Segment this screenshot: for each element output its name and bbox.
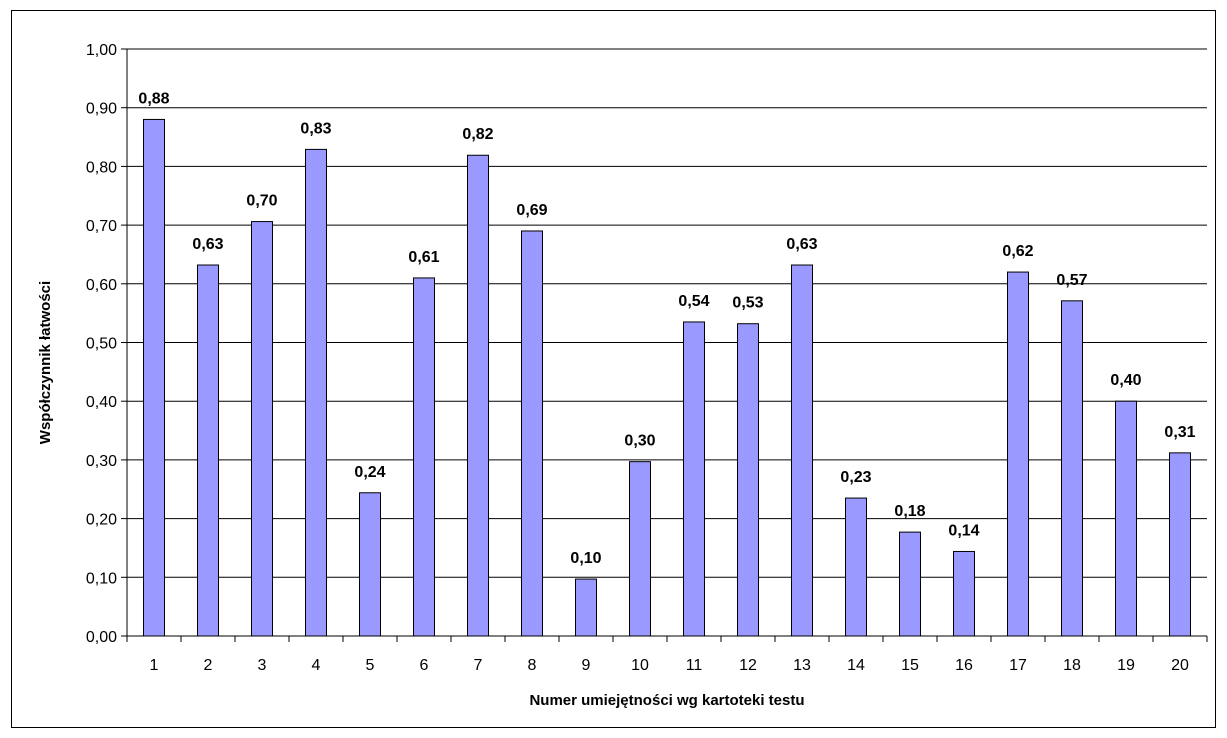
bar [791, 264, 813, 637]
bar [413, 277, 435, 637]
data-label: 0,63 [192, 236, 223, 253]
y-tick-label: 0,70 [86, 218, 117, 235]
bar [737, 323, 759, 637]
data-label: 0,53 [732, 295, 763, 312]
y-tick-label: 1,00 [86, 42, 117, 59]
axes [126, 49, 1208, 642]
y-tick-label: 0,60 [86, 277, 117, 294]
x-tick-label: 6 [420, 657, 429, 674]
y-tick-label: 0,20 [86, 512, 117, 529]
data-label: 0,70 [246, 193, 277, 210]
data-label: 0,40 [1110, 372, 1141, 389]
x-tick-label: 11 [686, 657, 703, 674]
bar [521, 230, 543, 637]
bar [575, 578, 597, 637]
data-label: 0,62 [1002, 243, 1033, 260]
bar [899, 531, 921, 637]
x-tick-label: 4 [312, 657, 321, 674]
y-tick-label: 0,80 [86, 159, 117, 176]
data-label: 0,54 [678, 293, 709, 310]
data-label: 0,61 [408, 249, 439, 266]
y-tick-label: 0,50 [86, 336, 117, 353]
bar [305, 148, 327, 637]
x-tick-label: 8 [528, 657, 537, 674]
y-tick-labels: 0,00 0,10 0,20 0,30 0,40 0,50 0,60 0,70 0,80 0,90… [86, 42, 117, 646]
bar [1115, 400, 1137, 637]
bar [629, 461, 651, 637]
x-tick-label: 15 [901, 657, 919, 674]
bar [683, 321, 705, 637]
data-label: 0,14 [948, 522, 979, 539]
x-tick-label: 10 [631, 657, 649, 674]
bar [143, 118, 165, 637]
x-tick-label: 1 [150, 657, 159, 674]
y-tick-label: 0,40 [86, 394, 117, 411]
data-label: 0,24 [354, 464, 385, 481]
x-tick-label: 17 [1009, 657, 1027, 674]
gridlines [121, 48, 1207, 637]
y-axis-title: Współczynnik łatwości [37, 281, 54, 444]
x-tick-label: 7 [474, 657, 483, 674]
x-tick-label: 19 [1117, 657, 1135, 674]
data-label: 0,57 [1056, 272, 1087, 289]
x-tick-label: 2 [204, 657, 213, 674]
data-labels: 0,88 0,63 0,70 0,83 0,24 0,61 0,82 0,69 0,10 0,30… [138, 90, 1195, 567]
data-label: 0,88 [138, 90, 169, 107]
x-tick-label: 5 [366, 657, 375, 674]
data-label: 0,69 [516, 202, 547, 219]
bar [359, 492, 381, 637]
data-label: 0,31 [1164, 424, 1195, 441]
x-tick-label: 9 [582, 657, 591, 674]
x-tick-label: 16 [955, 657, 973, 674]
data-label: 0,83 [300, 120, 331, 137]
bar [845, 497, 867, 637]
x-tick-label: 13 [793, 657, 811, 674]
x-axis-title: Numer umiejętności wg kartoteki testu [529, 692, 804, 709]
data-label: 0,18 [894, 503, 925, 520]
bar [953, 550, 975, 637]
data-label: 0,10 [570, 550, 601, 567]
x-tick-label: 12 [739, 657, 757, 674]
data-label: 0,63 [786, 236, 817, 253]
y-tick-label: 0,10 [86, 570, 117, 587]
x-tick-labels: 1 2 3 4 5 6 7 8 9 10 11 12 13 14 15 16 17 18 19 20 [150, 657, 1189, 674]
bar [467, 154, 489, 637]
x-tick-label: 18 [1063, 657, 1081, 674]
bar [1061, 300, 1083, 637]
y-tick-label: 0,00 [86, 629, 117, 646]
bar [1007, 271, 1029, 637]
data-label: 0,23 [840, 469, 871, 486]
bar [251, 221, 273, 637]
x-tick-label: 3 [258, 657, 267, 674]
data-label: 0,30 [624, 433, 655, 450]
x-tick-label: 20 [1171, 657, 1189, 674]
data-label: 0,82 [462, 126, 493, 143]
y-tick-label: 0,30 [86, 453, 117, 470]
y-tick-label: 0,90 [86, 101, 117, 118]
bars [143, 118, 1191, 637]
x-tick-label: 14 [847, 657, 865, 674]
bar [197, 264, 219, 637]
bar [1169, 452, 1191, 637]
